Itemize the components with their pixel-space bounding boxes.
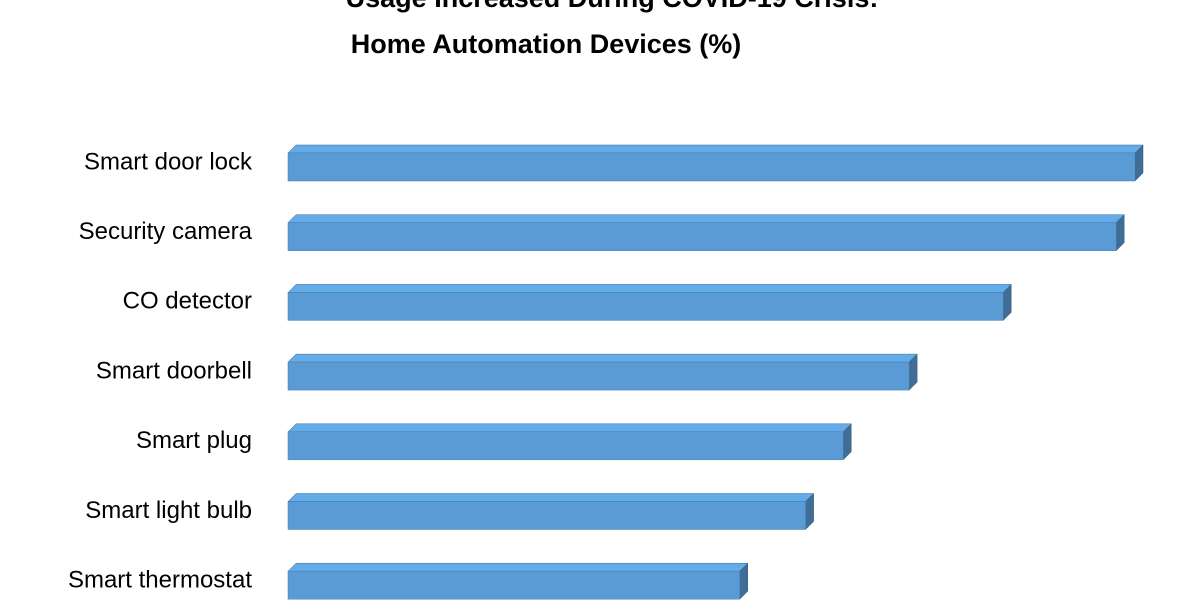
bar-top [287,353,918,363]
category-label: CO detector [123,288,252,315]
chart-title: Usage Increased During COVID-19 Crisis: [346,0,879,13]
category-label: Smart door lock [84,148,253,175]
bar-top [287,284,1012,293]
chart-subtitle: Home Automation Devices (%) [351,29,742,59]
category-label: Security camera [79,218,253,245]
bar-top [287,214,1125,223]
bar [287,222,1117,251]
bar-top [287,562,749,572]
bar [287,361,910,391]
category-label: Smart doorbell [96,357,252,384]
bar-top [287,493,815,502]
bar-top [287,423,852,433]
bar [287,431,844,461]
category-label: Smart plug [136,427,252,454]
bar-top [287,144,1144,154]
bar [287,152,1136,182]
bar [287,292,1004,321]
bar [287,501,806,530]
category-label: Smart thermostat [68,567,252,594]
bar [287,570,740,600]
category-label: Smart light bulb [85,497,252,524]
